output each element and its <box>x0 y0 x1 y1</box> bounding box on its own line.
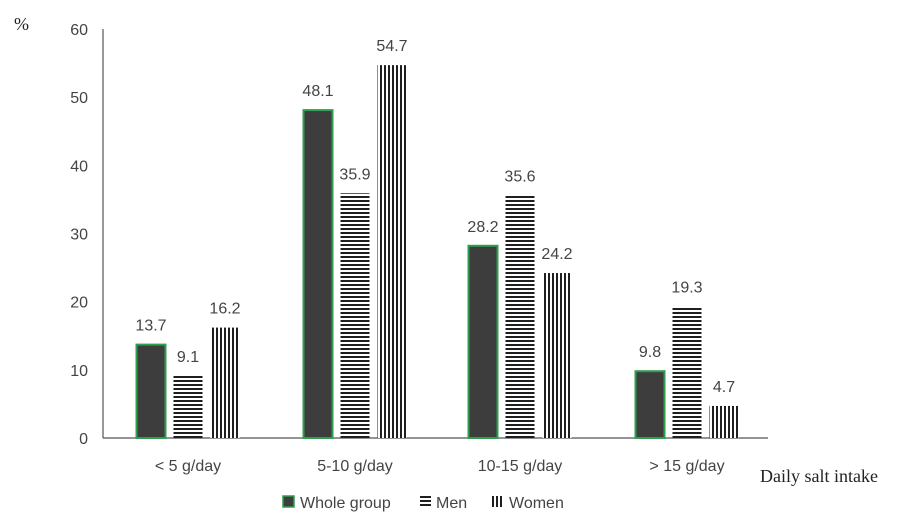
data-label: 4.7 <box>713 379 735 396</box>
bar-whole-group-10-15-g-day <box>469 246 498 438</box>
data-label: 13.7 <box>135 318 166 335</box>
x-category-label: 10-15 g/day <box>478 458 563 475</box>
y-tick-label: 40 <box>70 158 88 175</box>
data-label: 24.2 <box>541 246 572 263</box>
x-category-label: > 15 g/day <box>649 458 724 475</box>
data-label: 19.3 <box>671 279 702 296</box>
legend-swatch-whole-group <box>283 496 294 507</box>
data-label: 35.6 <box>504 168 535 185</box>
data-label: 35.9 <box>339 166 370 183</box>
bar-men-5-10-g-day <box>341 193 370 438</box>
y-tick-label: 10 <box>70 363 88 380</box>
data-label: 28.2 <box>467 219 498 236</box>
data-label: 16.2 <box>209 301 240 318</box>
y-tick-label: 60 <box>70 22 88 39</box>
legend-label-women: Women <box>509 495 564 512</box>
bar-whole-group-5-10-g-day <box>304 110 333 438</box>
x-category-label: 5-10 g/day <box>317 458 393 475</box>
legend-swatch-men <box>420 496 431 507</box>
bar-women-10-15-g-day <box>543 273 572 438</box>
x-category-label: < 5 g/day <box>155 458 221 475</box>
data-label: 48.1 <box>302 83 333 100</box>
bar-women-5-10-g-day <box>378 65 407 438</box>
plot-area: 0 10 20 30 40 50 60% Daily salt intake 13.7 9.1 16… <box>14 14 878 486</box>
bar-men-15-g-day <box>673 306 702 438</box>
legend: Whole group Men Women <box>283 495 564 512</box>
bar-men-5-g-day <box>174 376 203 438</box>
bar-men-10-15-g-day <box>506 195 535 438</box>
y-tick-label: 20 <box>70 295 88 312</box>
y-tick-label: 50 <box>70 90 88 107</box>
bar-whole-group-15-g-day <box>636 371 665 438</box>
legend-label-men: Men <box>436 495 467 512</box>
data-label: 54.7 <box>376 38 407 55</box>
y-tick-label: 0 <box>79 431 88 448</box>
data-label: 9.1 <box>177 349 199 366</box>
x-axis-title: Daily salt intake <box>760 466 878 486</box>
bar-women-15-g-day <box>710 406 739 438</box>
bar-women-5-g-day <box>211 328 240 438</box>
bar-whole-group-5-g-day <box>137 345 166 438</box>
y-axis-title: % <box>14 14 29 34</box>
data-label: 9.8 <box>639 344 661 361</box>
legend-label-whole-group: Whole group <box>300 495 391 512</box>
legend-swatch-women <box>492 496 503 507</box>
y-tick-label: 30 <box>70 227 88 244</box>
